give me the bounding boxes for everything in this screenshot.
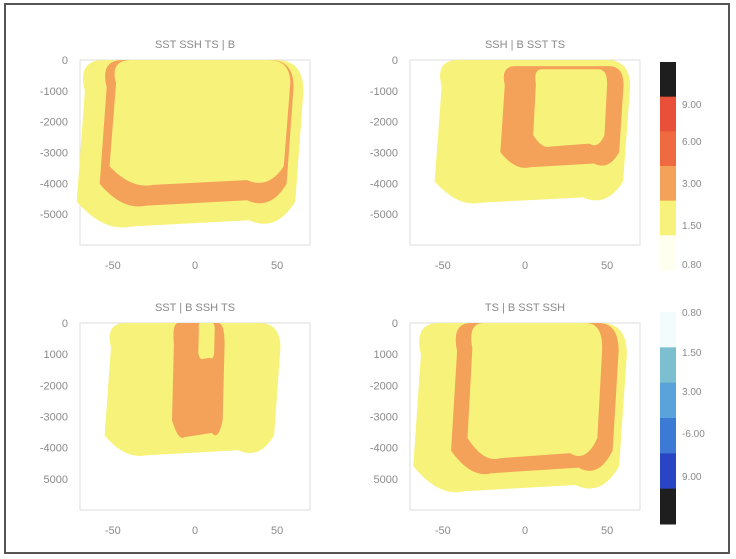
panel-title: TS | B SST SSH [485, 302, 565, 314]
x-tick-label: 0 [192, 260, 198, 272]
panel-3: SST | B SSH TS 0 1000 -2000 -3000 -4000 5000 -5… [40, 302, 311, 537]
y-tick-label: -2000 [40, 117, 68, 129]
x-tick-label: -50 [435, 260, 451, 272]
x-tick-label: 0 [192, 525, 198, 537]
panel-title: SST SSH TS | B [155, 39, 235, 51]
colorbar-positive: 9.00 6.00 3.00 1.50 0.80 [660, 62, 702, 271]
contour-region-5 [186, 81, 204, 157]
colorbar-segment [660, 418, 676, 454]
colorbar-label: 0.80 [682, 308, 702, 319]
y-tick-label: 0 [392, 318, 398, 330]
y-tick-label: -3000 [370, 412, 398, 424]
y-tick-label: -2000 [40, 380, 68, 392]
contour-region-3 [533, 69, 608, 148]
colorbar-label: -6.00 [682, 429, 705, 440]
panel-1: SST SSH TS | B 0 -1000 -2000 -3000 -4000 -5000… [40, 39, 311, 272]
colorbar-segment [660, 62, 676, 98]
y-tick-label: 0 [62, 55, 68, 67]
colorbar-segment [660, 96, 676, 132]
colorbar-segment [660, 166, 676, 202]
contour-region-6 [222, 112, 233, 137]
x-tick-label: 50 [601, 525, 613, 537]
y-tick-label: 5000 [44, 474, 68, 486]
contour-region-3 [198, 323, 215, 360]
y-tick-label: -4000 [370, 443, 398, 455]
y-tick-label: -3000 [40, 412, 68, 424]
contour-region-3 [467, 323, 603, 460]
x-tick-label: 0 [522, 525, 528, 537]
colorbar-label: 0.80 [682, 260, 702, 271]
y-tick-label: -4000 [40, 178, 68, 190]
y-tick-label: 1000 [374, 349, 398, 361]
y-tick-label: -3000 [370, 148, 398, 160]
y-tick-label: -3000 [40, 148, 68, 160]
y-tick-label: -4000 [370, 178, 398, 190]
panel-title: SSH | B SST TS [485, 39, 565, 51]
colorbar-label: 3.00 [682, 387, 702, 398]
colorbar-segment [660, 347, 676, 384]
x-tick-label: 0 [522, 260, 528, 272]
colorbar-segment [660, 200, 676, 236]
panel-2: SSH | B SST TS 0 -1000 -2000 -3000 -4000 -5000… [370, 39, 641, 272]
panel-title: SST | B SSH TS [155, 302, 235, 314]
y-tick-label: 5000 [374, 474, 398, 486]
y-tick-label: 0 [392, 55, 398, 67]
colorbar-label: 1.50 [682, 348, 702, 359]
y-tick-label: -5000 [370, 209, 398, 221]
x-tick-label: 50 [601, 260, 613, 272]
colorbar-label: 3.00 [682, 179, 702, 190]
colorbar-label: 9.00 [682, 472, 702, 483]
colorbar-segment [660, 382, 676, 419]
x-tick-label: 50 [271, 260, 283, 272]
colorbar-segment [660, 235, 676, 271]
colorbar-segment [660, 453, 676, 490]
y-tick-label: -2000 [370, 380, 398, 392]
x-tick-label: -50 [105, 525, 121, 537]
panel-4: TS | B SST SSH 0 1000 -2000 -3000 -4000 5000 -5… [370, 302, 641, 537]
y-tick-label: -1000 [370, 86, 398, 98]
y-tick-label: -2000 [370, 117, 398, 129]
y-tick-label: 0 [62, 318, 68, 330]
colorbar-segment [660, 488, 676, 525]
colorbar-label: 1.50 [682, 221, 702, 232]
x-tick-label: 50 [271, 525, 283, 537]
x-tick-label: -50 [435, 525, 451, 537]
colorbar-negative: 0.80 1.50 3.00 -6.00 9.00 [660, 308, 705, 525]
y-tick-label: -5000 [40, 209, 68, 221]
y-tick-label: -1000 [40, 86, 68, 98]
y-tick-label: -4000 [40, 443, 68, 455]
colorbar-segment [660, 131, 676, 167]
x-tick-label: -50 [105, 260, 121, 272]
colorbar-label: 6.00 [682, 137, 702, 148]
colorbar-label: 9.00 [682, 100, 702, 111]
contour-region-2 [172, 323, 225, 438]
y-tick-label: 1000 [44, 349, 68, 361]
colorbar-segment [660, 312, 676, 348]
